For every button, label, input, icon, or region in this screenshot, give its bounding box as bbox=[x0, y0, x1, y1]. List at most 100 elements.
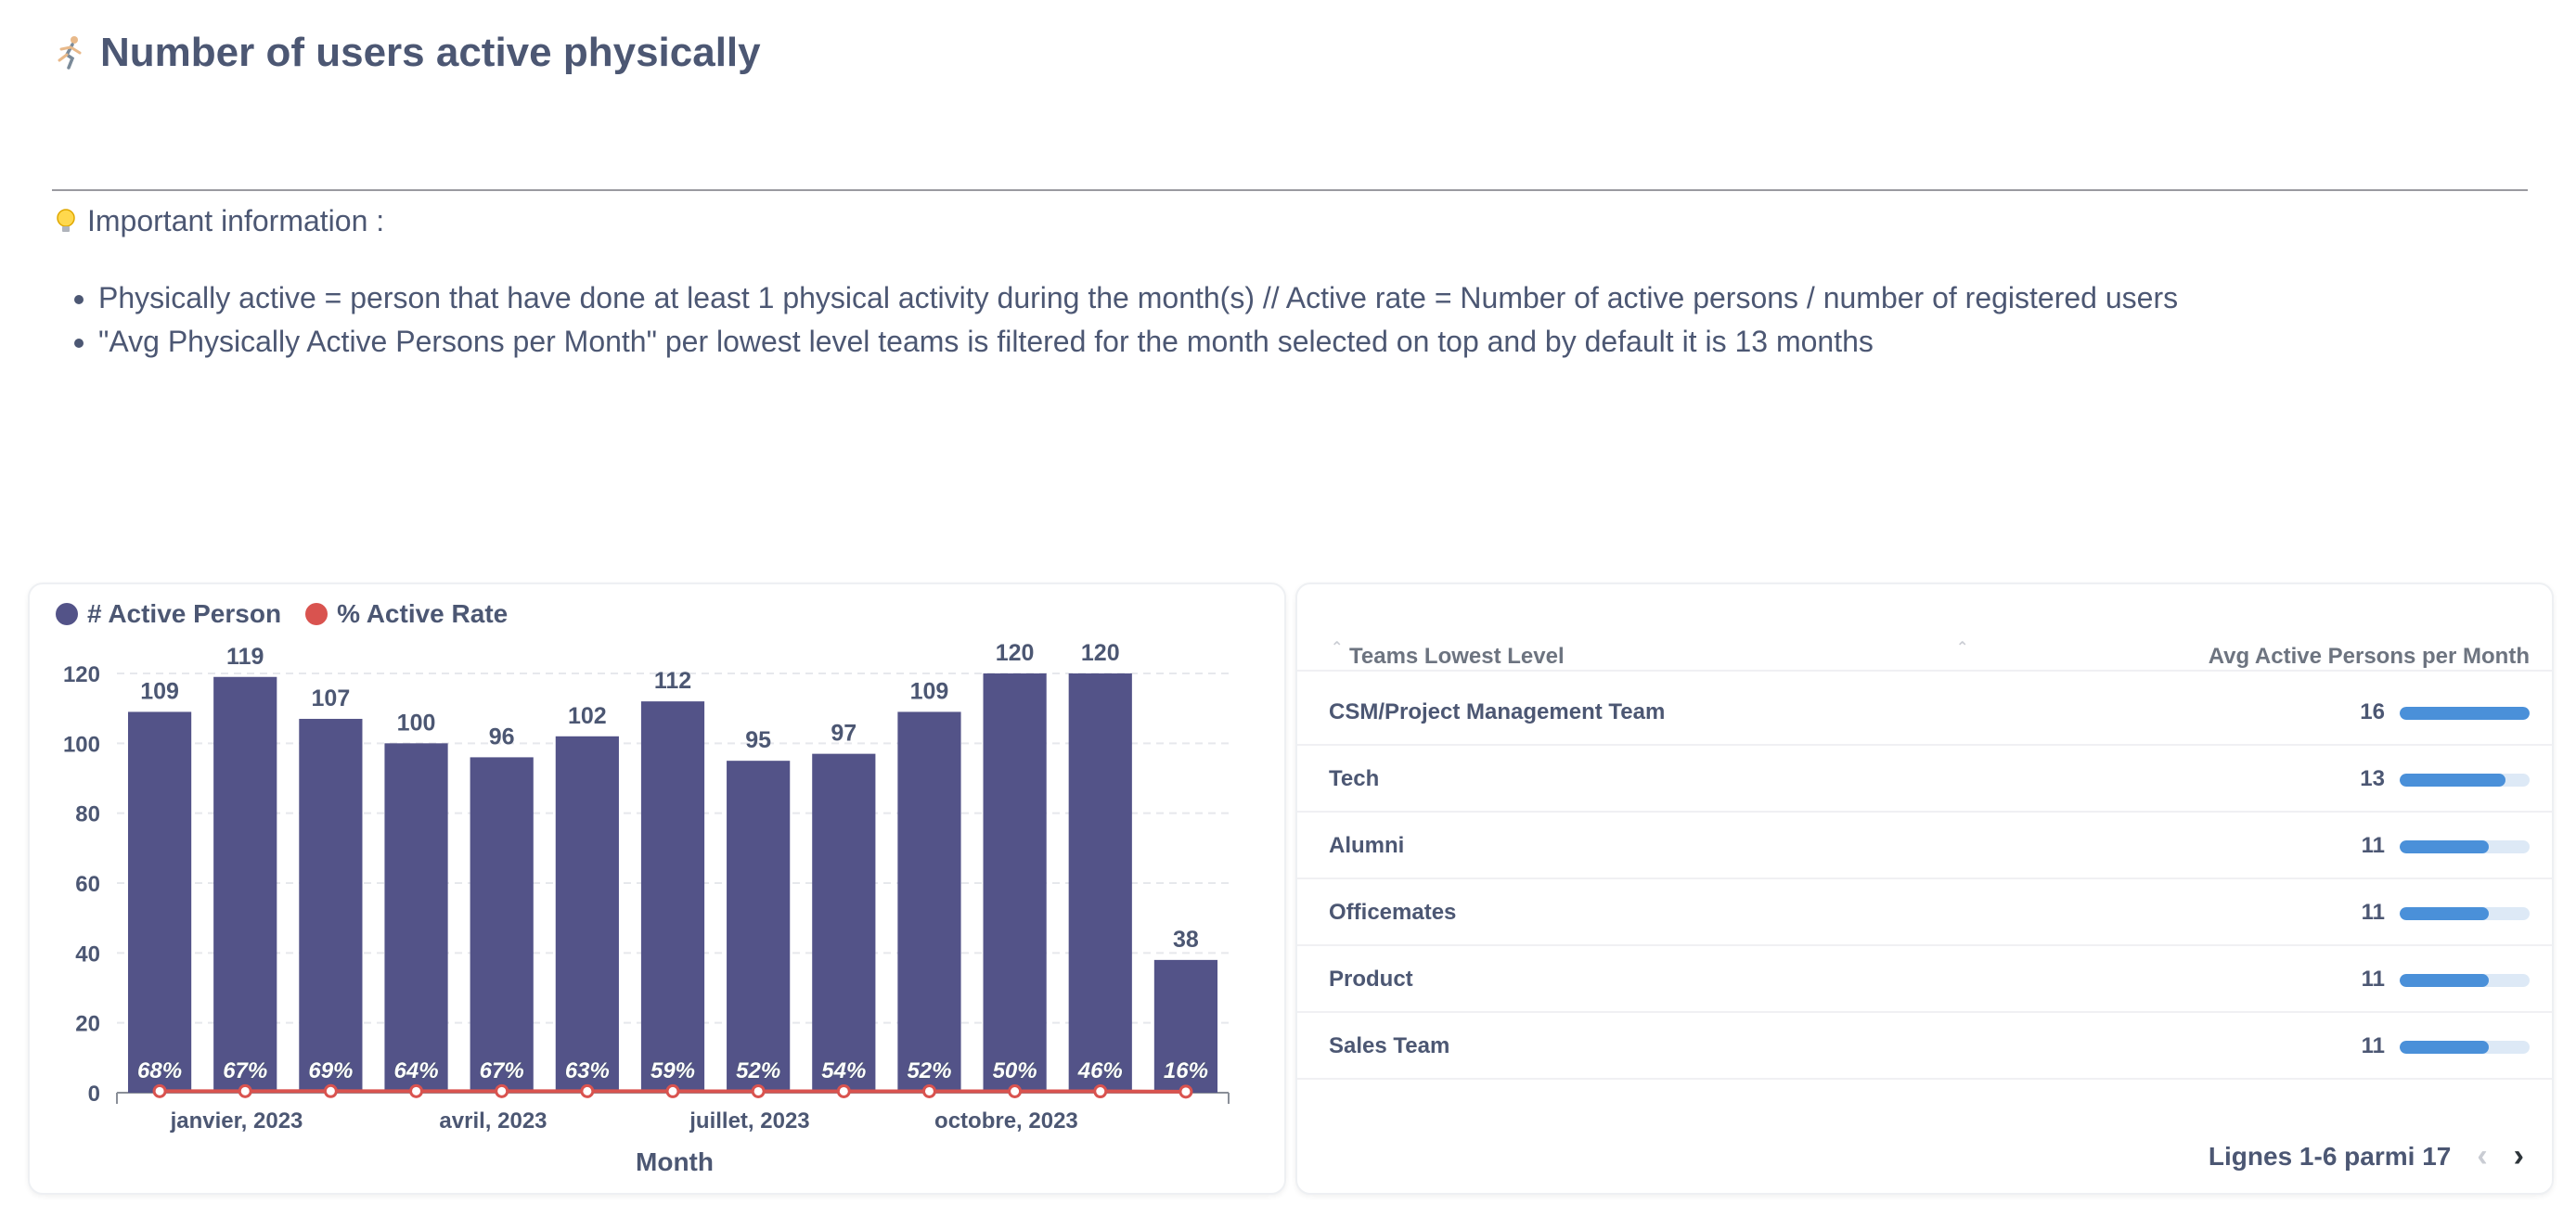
avg-value: 11 bbox=[2361, 1033, 2385, 1058]
team-name: Sales Team bbox=[1329, 1033, 1450, 1058]
active-rate-point bbox=[1179, 1084, 1193, 1099]
legend-item-active-rate[interactable]: % Active Rate bbox=[305, 599, 508, 629]
team-name: Product bbox=[1329, 967, 1413, 992]
info-bullet: Physically active = person that have don… bbox=[98, 276, 2178, 320]
column-header-team[interactable]: Teams Lowest Level bbox=[1349, 644, 1565, 669]
avg-value: 13 bbox=[2360, 766, 2385, 791]
bar-value-label: 112 bbox=[654, 668, 691, 694]
bar-value-label: 100 bbox=[397, 710, 436, 736]
mini-bar-fill bbox=[2400, 774, 2505, 787]
mini-bar-track bbox=[2400, 840, 2530, 853]
active-rate-point bbox=[1093, 1084, 1108, 1099]
bar-value-label: 107 bbox=[312, 685, 351, 711]
bar bbox=[897, 711, 961, 1093]
section-divider bbox=[52, 189, 2528, 191]
chart-card: # Active Person % Active Rate 0 20 40 60 80 1… bbox=[28, 583, 1286, 1195]
bar bbox=[983, 673, 1047, 1093]
active-rate-point bbox=[751, 1083, 766, 1098]
y-tick-label: 20 bbox=[75, 1012, 100, 1037]
rate-value-label: 52% bbox=[907, 1058, 951, 1083]
table-body: CSM/Project Management Team 16 Tech 13 Alumn… bbox=[1297, 679, 2552, 1080]
bar bbox=[213, 676, 277, 1093]
table-row[interactable]: Tech 13 bbox=[1297, 746, 2552, 813]
mini-bar-track bbox=[2400, 1041, 2530, 1054]
active-rate-point bbox=[580, 1083, 595, 1098]
chevron-left-icon[interactable]: ‹ bbox=[2477, 1138, 2488, 1173]
legend-label: # Active Person bbox=[87, 599, 282, 628]
legend-dot-icon bbox=[305, 603, 328, 625]
x-tick-label: octobre, 2023 bbox=[934, 1108, 1078, 1134]
rate-value-label: 16% bbox=[1164, 1058, 1208, 1083]
rate-value-label: 54% bbox=[821, 1058, 866, 1083]
info-bullet: "Avg Physically Active Persons per Month… bbox=[98, 320, 2178, 364]
bar bbox=[1153, 959, 1218, 1093]
bar bbox=[555, 736, 619, 1093]
sort-icon[interactable]: ⌃ bbox=[1956, 640, 1969, 656]
rate-value-label: 63% bbox=[565, 1058, 610, 1083]
y-tick-label: 40 bbox=[75, 942, 100, 967]
active-rate-point bbox=[323, 1083, 338, 1098]
mini-bar-fill bbox=[2400, 974, 2490, 987]
mini-bar-track bbox=[2400, 907, 2530, 920]
team-name: CSM/Project Management Team bbox=[1329, 699, 1666, 724]
bar bbox=[384, 743, 448, 1093]
bar-value-label: 120 bbox=[1081, 640, 1120, 666]
y-tick-label: 120 bbox=[63, 662, 100, 687]
avg-value: 11 bbox=[2361, 900, 2385, 925]
mini-bar-track bbox=[2400, 974, 2530, 987]
table-card: ⌃ Teams Lowest Level ⌃ Avg Active Person… bbox=[1295, 583, 2554, 1195]
y-tick-label: 60 bbox=[75, 872, 100, 897]
bar-value-label: 109 bbox=[140, 678, 179, 704]
active-rate-point bbox=[238, 1083, 252, 1098]
rate-value-label: 50% bbox=[993, 1058, 1037, 1083]
team-name: Tech bbox=[1329, 766, 1380, 791]
bar-value-label: 119 bbox=[226, 644, 264, 670]
info-list: Physically active = person that have don… bbox=[52, 276, 2178, 364]
mini-bar-track bbox=[2400, 707, 2530, 720]
pagination-label: Lignes 1-6 parmi 17 bbox=[2208, 1141, 2452, 1171]
avg-value: 11 bbox=[2361, 967, 2385, 992]
active-rate-point bbox=[1008, 1084, 1023, 1098]
pagination: Lignes 1-6 parmi 17 ‹ › bbox=[2209, 1138, 2524, 1174]
avg-value: 16 bbox=[2360, 699, 2385, 724]
column-header-avg[interactable]: Avg Active Persons per Month bbox=[2208, 644, 2530, 669]
table-row[interactable]: Officemates 11 bbox=[1297, 879, 2552, 946]
chevron-right-icon[interactable]: › bbox=[2513, 1138, 2524, 1173]
team-name: Officemates bbox=[1329, 900, 1457, 925]
bar-chart: 0 20 40 60 80 100 120 109 119 107 100 96 102 112 95 97 1… bbox=[63, 640, 1230, 1176]
sort-icon[interactable]: ⌃ bbox=[1331, 640, 1344, 656]
table-row[interactable]: Alumni 11 bbox=[1297, 813, 2552, 879]
bar-value-label: 109 bbox=[910, 678, 949, 704]
rate-value-label: 69% bbox=[308, 1058, 353, 1083]
y-tick-label: 80 bbox=[75, 802, 100, 827]
page-title: Number of users active physically bbox=[52, 30, 761, 76]
active-rate-point bbox=[921, 1083, 936, 1098]
legend-label: % Active Rate bbox=[337, 599, 509, 628]
table-row[interactable]: Product 11 bbox=[1297, 946, 2552, 1013]
bar-value-label: 96 bbox=[489, 724, 515, 749]
bar bbox=[127, 711, 192, 1093]
active-rate-point bbox=[665, 1083, 680, 1098]
rate-value-label: 67% bbox=[223, 1058, 267, 1083]
avg-value: 11 bbox=[2361, 833, 2385, 858]
info-heading: Important information : bbox=[52, 204, 384, 238]
active-rate-point bbox=[152, 1083, 167, 1098]
bar-value-label: 95 bbox=[745, 727, 771, 753]
active-rate-point bbox=[836, 1083, 851, 1098]
bar-value-label: 97 bbox=[831, 721, 857, 747]
rate-value-label: 68% bbox=[137, 1058, 182, 1083]
rate-value-label: 46% bbox=[1077, 1058, 1123, 1083]
lightbulb-icon bbox=[57, 208, 75, 232]
table-row[interactable]: Sales Team 11 bbox=[1297, 1013, 2552, 1080]
rate-value-label: 52% bbox=[736, 1058, 780, 1083]
page-title-text: Number of users active physically bbox=[100, 30, 761, 75]
x-tick-label: janvier, 2023 bbox=[170, 1108, 303, 1134]
mini-bar-fill bbox=[2400, 707, 2530, 720]
mini-bar-fill bbox=[2400, 1041, 2490, 1054]
legend-item-active-person[interactable]: # Active Person bbox=[56, 599, 281, 629]
x-tick-label: juillet, 2023 bbox=[689, 1108, 809, 1134]
bar bbox=[470, 757, 534, 1093]
runner-icon bbox=[58, 36, 82, 70]
bar-value-label: 102 bbox=[568, 703, 607, 729]
table-row[interactable]: CSM/Project Management Team 16 bbox=[1297, 679, 2552, 746]
